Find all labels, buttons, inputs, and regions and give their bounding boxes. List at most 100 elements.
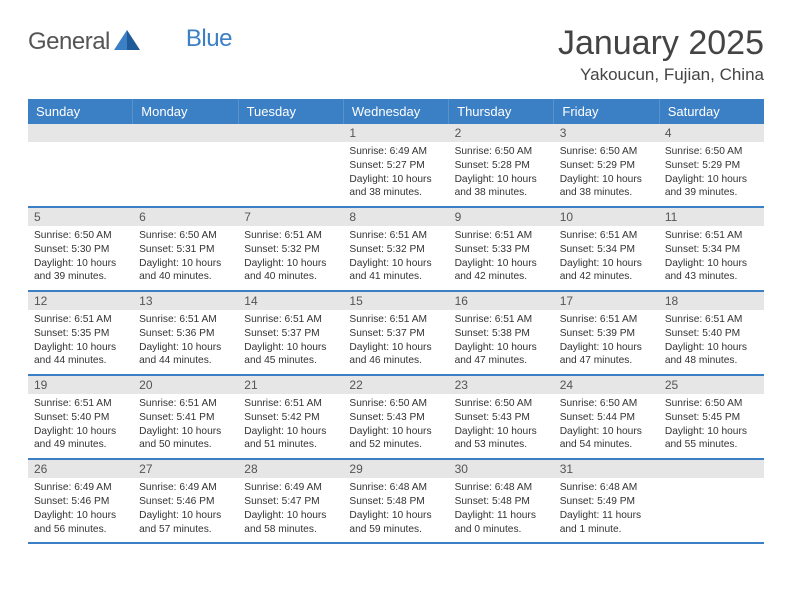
- header: General Blue January 2025 Yakoucun, Fuji…: [28, 24, 764, 85]
- day-cell: 10Sunrise: 6:51 AMSunset: 5:34 PMDayligh…: [554, 208, 659, 290]
- daylight-text: Daylight: 10 hours and 50 minutes.: [139, 426, 221, 451]
- daylight-text: Daylight: 10 hours and 39 minutes.: [34, 258, 116, 283]
- sunrise-text: Sunrise: 6:50 AM: [34, 230, 112, 241]
- sunrise-text: Sunrise: 6:49 AM: [139, 482, 217, 493]
- sunrise-text: Sunrise: 6:51 AM: [139, 314, 217, 325]
- daylight-text: Daylight: 10 hours and 38 minutes.: [560, 174, 642, 199]
- location-text: Yakoucun, Fujian, China: [558, 65, 764, 85]
- day-cell: 30Sunrise: 6:48 AMSunset: 5:48 PMDayligh…: [449, 460, 554, 542]
- day-header: Friday: [554, 99, 659, 124]
- sunrise-text: Sunrise: 6:51 AM: [560, 314, 638, 325]
- sunrise-text: Sunrise: 6:49 AM: [349, 146, 427, 157]
- sunset-text: Sunset: 5:45 PM: [665, 412, 740, 423]
- day-number: 6: [133, 208, 238, 226]
- day-body: Sunrise: 6:50 AM Sunset: 5:30 PM Daylight:…: [28, 226, 133, 290]
- day-body: Sunrise: 6:51 AMSunset: 5:37 PMDaylight:…: [343, 310, 448, 374]
- day-body: Sunrise: 6:50 AM Sunset: 5:29 PM Daylight:…: [659, 142, 764, 206]
- day-body: Sunrise: 6:48 AMSunset: 5:48 PMDaylight:…: [449, 478, 554, 542]
- sunset-text: Sunset: 5:29 PM: [560, 160, 635, 171]
- sunset-text: Sunset: 5:37 PM: [349, 328, 424, 339]
- daylight-text: Daylight: 10 hours and 44 minutes.: [139, 342, 221, 367]
- day-body: Sunrise: 6:50 AMSunset: 5:31 PMDaylight:…: [133, 226, 238, 290]
- day-body: [659, 478, 764, 487]
- day-number: 22: [343, 376, 448, 394]
- day-number: 17: [554, 292, 659, 310]
- day-number: 5: [28, 208, 133, 226]
- day-header: Wednesday: [344, 99, 449, 124]
- daylight-text: Daylight: 10 hours and 53 minutes.: [455, 426, 537, 451]
- sunrise-text: Sunrise: 6:50 AM: [665, 146, 743, 157]
- sunrise-text: Sunrise: 6:51 AM: [349, 314, 427, 325]
- day-cell: 31Sunrise: 6:48 AMSunset: 5:49 PMDayligh…: [554, 460, 659, 542]
- day-body: Sunrise: 6:51 AMSunset: 5:39 PMDaylight:…: [554, 310, 659, 374]
- sunset-text: Sunset: 5:28 PM: [455, 160, 530, 171]
- day-number: 21: [238, 376, 343, 394]
- daylight-text: Daylight: 10 hours and 40 minutes.: [139, 258, 221, 283]
- day-number: 8: [343, 208, 448, 226]
- day-body: [28, 142, 133, 151]
- sunrise-text: Sunrise: 6:51 AM: [455, 314, 533, 325]
- sunrise-text: Sunrise: 6:51 AM: [665, 314, 743, 325]
- week-row: 5 Sunrise: 6:50 AM Sunset: 5:30 PM Daylight…: [28, 208, 764, 292]
- day-body: Sunrise: 6:51 AMSunset: 5:32 PMDaylight:…: [343, 226, 448, 290]
- sunrise-text: Sunrise: 6:50 AM: [349, 398, 427, 409]
- day-cell: 26Sunrise: 6:49 AMSunset: 5:46 PMDayligh…: [28, 460, 133, 542]
- day-body: Sunrise: 6:51 AMSunset: 5:33 PMDaylight:…: [449, 226, 554, 290]
- day-number: 16: [449, 292, 554, 310]
- day-cell: 6Sunrise: 6:50 AMSunset: 5:31 PMDaylight…: [133, 208, 238, 290]
- daylight-text: Daylight: 10 hours and 40 minutes.: [244, 258, 326, 283]
- sunrise-text: Sunrise: 6:51 AM: [560, 230, 638, 241]
- sunset-text: Sunset: 5:29 PM: [665, 160, 740, 171]
- day-number: 10: [554, 208, 659, 226]
- day-cell: 29Sunrise: 6:48 AMSunset: 5:48 PMDayligh…: [343, 460, 448, 542]
- day-body: Sunrise: 6:51 AMSunset: 5:40 PMDaylight:…: [659, 310, 764, 374]
- sunset-text: Sunset: 5:30 PM: [34, 244, 109, 255]
- sunrise-text: Sunrise: 6:51 AM: [139, 398, 217, 409]
- daylight-text: Daylight: 10 hours and 57 minutes.: [139, 510, 221, 535]
- sunset-text: Sunset: 5:37 PM: [244, 328, 319, 339]
- day-cell: 27Sunrise: 6:49 AMSunset: 5:46 PMDayligh…: [133, 460, 238, 542]
- sunset-text: Sunset: 5:46 PM: [139, 496, 214, 507]
- daylight-text: Daylight: 10 hours and 39 minutes.: [665, 174, 747, 199]
- day-number: 28: [238, 460, 343, 478]
- week-row: 19Sunrise: 6:51 AMSunset: 5:40 PMDayligh…: [28, 376, 764, 460]
- logo-text-general: General: [28, 28, 110, 56]
- day-cell: 28Sunrise: 6:49 AMSunset: 5:47 PMDayligh…: [238, 460, 343, 542]
- day-number: 24: [554, 376, 659, 394]
- sunrise-text: Sunrise: 6:50 AM: [455, 398, 533, 409]
- day-cell: 5 Sunrise: 6:50 AM Sunset: 5:30 PM Daylight…: [28, 208, 133, 290]
- sunset-text: Sunset: 5:49 PM: [560, 496, 635, 507]
- sunset-text: Sunset: 5:32 PM: [244, 244, 319, 255]
- sunrise-text: Sunrise: 6:49 AM: [34, 482, 112, 493]
- sunrise-text: Sunrise: 6:51 AM: [244, 398, 322, 409]
- day-cell: 18Sunrise: 6:51 AMSunset: 5:40 PMDayligh…: [659, 292, 764, 374]
- daylight-text: Daylight: 10 hours and 56 minutes.: [34, 510, 116, 535]
- daylight-text: Daylight: 10 hours and 45 minutes.: [244, 342, 326, 367]
- title-block: January 2025 Yakoucun, Fujian, China: [558, 24, 764, 85]
- day-body: Sunrise: 6:49 AMSunset: 5:46 PMDaylight:…: [28, 478, 133, 542]
- day-header: Saturday: [660, 99, 764, 124]
- daylight-text: Daylight: 10 hours and 47 minutes.: [560, 342, 642, 367]
- day-cell: 7Sunrise: 6:51 AMSunset: 5:32 PMDaylight…: [238, 208, 343, 290]
- day-cell: [133, 124, 238, 206]
- sunset-text: Sunset: 5:34 PM: [665, 244, 740, 255]
- day-cell: 20Sunrise: 6:51 AMSunset: 5:41 PMDayligh…: [133, 376, 238, 458]
- day-number: 23: [449, 376, 554, 394]
- day-body: Sunrise: 6:50 AMSunset: 5:43 PMDaylight:…: [343, 394, 448, 458]
- day-cell: 4Sunrise: 6:50 AMSunset: 5:29 PMDaylight…: [659, 124, 764, 206]
- day-body: Sunrise: 6:50 AMSunset: 5:44 PMDaylight:…: [554, 394, 659, 458]
- day-body: Sunrise: 6:49 AM Sunset: 5:46 PM Daylight:…: [133, 478, 238, 542]
- day-number: 19: [28, 376, 133, 394]
- sunrise-text: Sunrise: 6:48 AM: [560, 482, 638, 493]
- sunrise-text: Sunrise: 6:50 AM: [560, 398, 638, 409]
- logo-text-blue: Blue: [186, 25, 232, 53]
- daylight-text: Daylight: 10 hours and 42 minutes.: [560, 258, 642, 283]
- daylight-text: Daylight: 10 hours and 49 minutes.: [34, 426, 116, 451]
- daylight-text: Daylight: 10 hours and 43 minutes.: [665, 258, 747, 283]
- day-cell: 12Sunrise: 6:51 AMSunset: 5:35 PMDayligh…: [28, 292, 133, 374]
- sunset-text: Sunset: 5:32 PM: [349, 244, 424, 255]
- sunset-text: Sunset: 5:42 PM: [244, 412, 319, 423]
- weeks-container: 1Sunrise: 6:49 AMSunset: 5:27 PMDaylight…: [28, 124, 764, 544]
- day-body: Sunrise: 6:51 AMSunset: 5:32 PMDaylight:…: [238, 226, 343, 290]
- sunrise-text: Sunrise: 6:51 AM: [349, 230, 427, 241]
